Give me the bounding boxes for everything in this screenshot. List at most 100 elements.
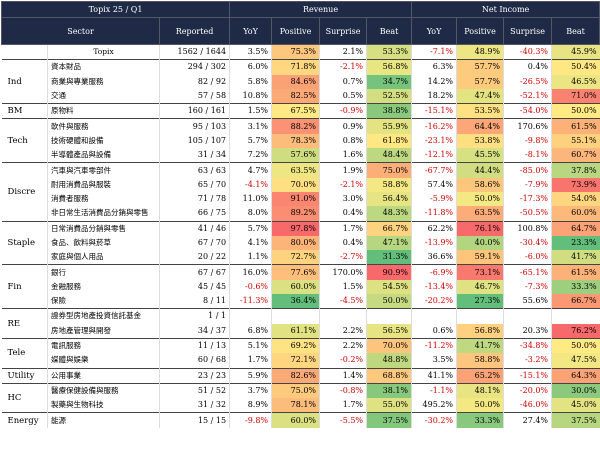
- reported: 71 / 78: [158, 191, 230, 207]
- table-row: BM 原物料 160 / 161 1.5% 67.5% -0.9% 38.8% -15.1% 5…: [1, 103, 600, 119]
- group-label: Ind: [1, 59, 48, 104]
- value-cell: 0.4%: [503, 59, 552, 75]
- value-cell: 37.5%: [551, 412, 600, 428]
- group-label: RE: [1, 308, 48, 339]
- value-cell: 36.6%: [411, 250, 457, 265]
- value-cell: -26.5%: [503, 74, 552, 89]
- value-cell: 50.0%: [366, 294, 412, 309]
- sector-name: 非日常生活消費品分銷與零售: [47, 206, 160, 222]
- value-cell: 58.8%: [366, 177, 412, 192]
- value-cell: -30.4%: [503, 235, 552, 251]
- value-cell: 54.0%: [551, 191, 600, 207]
- sector-name: 公用事業: [47, 367, 160, 384]
- sector-name: 商業與專業服務: [47, 74, 160, 89]
- table-row: 技術硬體和設備 105 / 107 5.7% 78.3% 0.8% 61.8% -23.1%…: [2, 133, 600, 149]
- value-cell: -30.2%: [411, 412, 457, 428]
- value-cell: 48.4%: [366, 148, 412, 163]
- value-cell: 82.5%: [271, 88, 320, 104]
- value-cell: 3.7%: [229, 382, 272, 399]
- value-cell: 45.0%: [551, 398, 600, 413]
- table-row: Staple 日常消費品分銷與零售 41 / 46 5.7% 97.8% 1.7% 66.7…: [1, 220, 600, 265]
- value-cell: 48.3%: [366, 206, 412, 222]
- table-row: 消費者服務 71 / 78 11.0% 91.0% 3.0% 56.4% -5.9% 50.0…: [2, 191, 600, 207]
- sector-name: 電訊服務: [47, 337, 160, 354]
- value-cell: 5.1%: [229, 337, 272, 354]
- reported: 11 / 13: [158, 337, 230, 354]
- value-cell: -0.8%: [319, 382, 367, 399]
- value-cell: 47.1%: [366, 235, 412, 251]
- value-cell: 1.1%: [229, 250, 272, 265]
- value-cell: 170.0%: [319, 264, 367, 280]
- table-row: 半導體產品與設備 31 / 34 7.2% 57.6% 1.6% 48.4% -12.1% 4…: [2, 148, 600, 163]
- value-cell: 1.5%: [229, 103, 272, 119]
- value-cell: 84.6%: [271, 74, 320, 89]
- value-cell: 45.9%: [551, 44, 600, 60]
- table-row: 媒體與娛樂 60 / 68 1.7% 72.1% -0.2% 48.8% 3.5% 58.8%…: [2, 353, 600, 369]
- value-cell: 20.3%: [503, 323, 552, 339]
- value-cell: -13.9%: [411, 235, 457, 251]
- value-cell: 5.7%: [229, 220, 272, 236]
- sector-name: 資本財品: [47, 59, 160, 75]
- value-cell: 30.0%: [551, 382, 600, 399]
- value-cell: 0.4%: [319, 206, 367, 222]
- value-cell: -46.0%: [503, 398, 552, 413]
- value-cell: -4.5%: [319, 294, 367, 309]
- sector-name: 媒體與娛樂: [47, 353, 160, 369]
- reported: 66 / 75: [158, 206, 230, 222]
- value-cell: 41.1%: [411, 367, 457, 384]
- value-cell: 72.7%: [271, 250, 320, 265]
- value-cell: 0.8%: [319, 133, 367, 149]
- value-cell: 75.3%: [271, 44, 320, 60]
- value-cell: 0.9%: [319, 118, 367, 134]
- value-cell: -11.8%: [411, 206, 457, 222]
- value-cell: 16.0%: [229, 264, 272, 280]
- column-header: YoY: [411, 17, 458, 45]
- value-cell: 59.1%: [456, 250, 504, 265]
- sector-name: 家庭與個人用品: [47, 250, 160, 265]
- value-cell: -67.7%: [411, 162, 457, 178]
- value-cell: 100.8%: [503, 220, 552, 236]
- reported: 34 / 37: [158, 323, 230, 339]
- sector-name: 製藥與生物科技: [47, 398, 160, 413]
- reported: 65 / 70: [158, 177, 230, 192]
- value-cell: 23.3%: [551, 235, 600, 251]
- value-cell: 60.0%: [271, 279, 320, 295]
- value-cell: -9.8%: [229, 412, 272, 428]
- value-cell: -17.3%: [503, 191, 552, 207]
- reported: 67 / 70: [158, 235, 230, 251]
- value-cell: 67.5%: [271, 103, 320, 119]
- value-cell: -15.1%: [503, 367, 552, 384]
- value-cell: 55.0%: [366, 398, 412, 413]
- table-row: 耐用消費品與服裝 65 / 70 -4.1% 70.0% -2.1% 58.8% 57.4%…: [2, 177, 600, 192]
- value-cell: 2.2%: [319, 323, 367, 339]
- group-label: Discre: [1, 162, 48, 222]
- value-cell: 65.2%: [456, 367, 504, 384]
- sector-name: 金融服務: [47, 279, 160, 295]
- empty-cell: [319, 308, 367, 324]
- value-cell: 14.2%: [411, 74, 457, 89]
- reported: 31 / 34: [158, 148, 230, 163]
- value-cell: 91.0%: [271, 191, 320, 207]
- table-header: Topix 25 / Q1 Revenue Net Income Sector R…: [0, 1, 600, 45]
- value-cell: 57.7%: [456, 74, 504, 89]
- reported: 63 / 63: [158, 162, 230, 178]
- table-row: Topix 1562 / 1644 3.5% 75.3% 2.1% 53.3% -7.1% 4…: [2, 44, 600, 60]
- value-cell: 44.4%: [456, 162, 504, 178]
- empty-cell: [503, 308, 552, 324]
- value-cell: 8.0%: [229, 206, 272, 222]
- value-cell: 5.8%: [229, 74, 272, 89]
- value-cell: 57.7%: [456, 59, 504, 75]
- value-cell: 61.8%: [366, 133, 412, 149]
- reported: 8 / 11: [158, 294, 230, 309]
- value-cell: -23.1%: [411, 133, 457, 149]
- value-cell: 50.0%: [551, 337, 600, 354]
- group-label: [2, 45, 48, 60]
- value-cell: -2.1%: [319, 177, 367, 192]
- value-cell: 90.9%: [366, 264, 412, 280]
- value-cell: 2.2%: [319, 337, 367, 354]
- column-header: Surprise: [319, 17, 368, 45]
- table-row: Ind 資本財品 294 / 302 6.0% 71.8% -2.1% 56.8% 6.3% 5…: [1, 59, 600, 104]
- table-title: Topix 25 / Q1: [0, 1, 231, 18]
- value-cell: 11.0%: [229, 191, 272, 207]
- value-cell: 0.4%: [319, 235, 367, 251]
